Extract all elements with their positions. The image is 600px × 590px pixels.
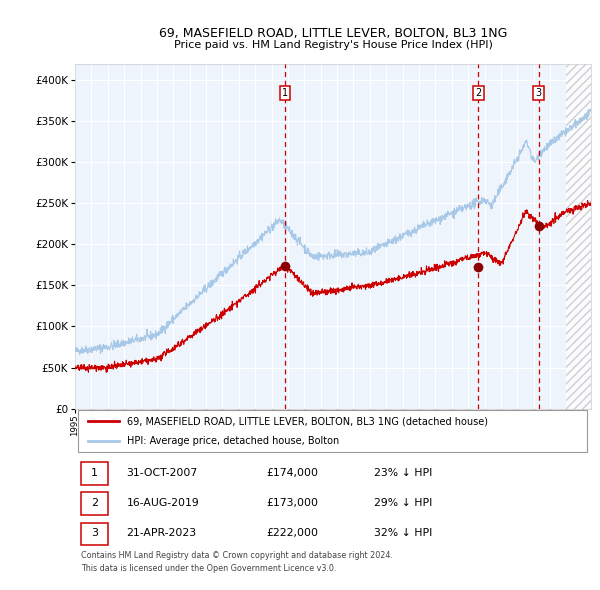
Text: £222,000: £222,000	[266, 528, 318, 538]
Text: 1: 1	[91, 468, 98, 478]
Text: Contains HM Land Registry data © Crown copyright and database right 2024.
This d: Contains HM Land Registry data © Crown c…	[81, 550, 393, 573]
Text: 21-APR-2023: 21-APR-2023	[127, 528, 197, 538]
Text: £173,000: £173,000	[266, 498, 318, 508]
Text: 2: 2	[475, 88, 481, 98]
Text: HPI: Average price, detached house, Bolton: HPI: Average price, detached house, Bolt…	[127, 436, 339, 446]
Text: 3: 3	[536, 88, 542, 98]
Text: 1: 1	[282, 88, 288, 98]
Text: 23% ↓ HPI: 23% ↓ HPI	[374, 468, 433, 478]
FancyBboxPatch shape	[77, 411, 587, 452]
Text: 69, MASEFIELD ROAD, LITTLE LEVER, BOLTON, BL3 1NG (detached house): 69, MASEFIELD ROAD, LITTLE LEVER, BOLTON…	[127, 416, 488, 426]
Text: 32% ↓ HPI: 32% ↓ HPI	[374, 528, 433, 538]
Text: 2: 2	[91, 498, 98, 508]
Text: 69, MASEFIELD ROAD, LITTLE LEVER, BOLTON, BL3 1NG: 69, MASEFIELD ROAD, LITTLE LEVER, BOLTON…	[159, 27, 507, 40]
FancyBboxPatch shape	[81, 523, 108, 545]
Text: 29% ↓ HPI: 29% ↓ HPI	[374, 498, 433, 508]
Text: 3: 3	[91, 528, 98, 538]
Text: £174,000: £174,000	[266, 468, 318, 478]
Text: 31-OCT-2007: 31-OCT-2007	[127, 468, 198, 478]
Text: Price paid vs. HM Land Registry's House Price Index (HPI): Price paid vs. HM Land Registry's House …	[173, 40, 493, 50]
FancyBboxPatch shape	[81, 493, 108, 515]
Text: 16-AUG-2019: 16-AUG-2019	[127, 498, 199, 508]
FancyBboxPatch shape	[81, 462, 108, 485]
